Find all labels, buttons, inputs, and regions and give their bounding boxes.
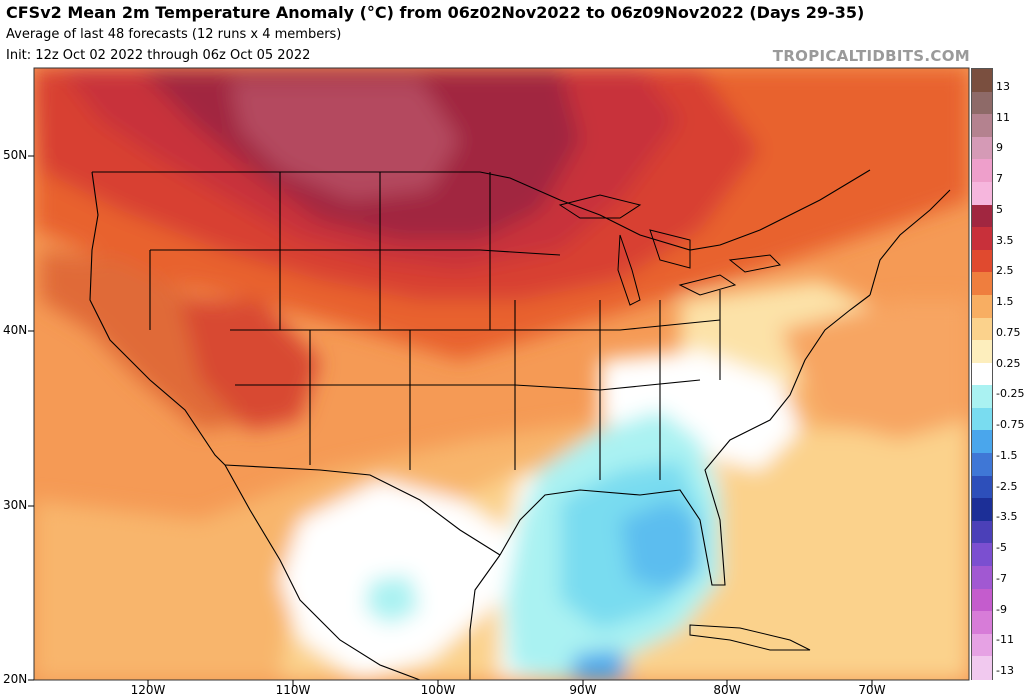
colorbar-swatch	[972, 430, 992, 454]
latitude-label: 30N	[3, 498, 28, 512]
colorbar-swatch	[972, 159, 992, 183]
colorbar-swatch	[972, 543, 992, 567]
colorbar-tick-label: -2.5	[996, 479, 1018, 493]
colorbar-tick-label: -0.75	[996, 418, 1024, 432]
colorbar-swatch	[972, 249, 992, 273]
colorbar-swatch	[972, 136, 992, 160]
map-title: CFSv2 Mean 2m Temperature Anomaly (°C) f…	[6, 3, 865, 22]
colorbar-swatch	[972, 520, 992, 545]
colorbar-swatch	[972, 69, 992, 93]
latitude-label: 50N	[3, 148, 28, 162]
colorbar-tick-label: 0.25	[996, 356, 1021, 370]
colorbar-tick-label: 7	[996, 172, 1003, 186]
colorbar-swatch	[972, 204, 992, 228]
colorbar-swatch	[972, 385, 992, 409]
longitude-label: 120W	[130, 683, 166, 697]
site-watermark: TROPICALTIDBITS.COM	[772, 47, 970, 65]
longitude-label: 70W	[858, 683, 886, 697]
colorbar-tick-label: -9	[996, 602, 1007, 616]
longitude-label: 100W	[420, 683, 456, 697]
longitude-label: 80W	[713, 683, 741, 697]
colorbar-swatch	[972, 498, 992, 522]
longitude-label: 110W	[275, 683, 311, 697]
colorbar-tick-label: 5	[996, 202, 1003, 216]
colorbar-tick-label: 13	[996, 80, 1010, 93]
colorbar-swatch	[972, 633, 992, 657]
colorbar-tick-label: -1.5	[996, 448, 1018, 462]
colorbar-tick-label: 1.5	[996, 295, 1014, 309]
colorbar-swatch	[972, 656, 992, 680]
colorbar-tick-label: 9	[996, 141, 1003, 155]
colorbar-swatch	[972, 272, 992, 296]
colorbar-swatch	[972, 566, 992, 590]
colorbar-tick-label: -7	[996, 571, 1007, 585]
colorbar-tick-label: -13	[996, 664, 1014, 677]
colorbar-tick-label: 3.5	[996, 233, 1014, 247]
colorbar-swatch	[972, 227, 992, 251]
colorbar-tick-label: -3.5	[996, 510, 1018, 524]
colorbar-tick-label: -0.25	[996, 387, 1024, 401]
colorbar-swatch	[972, 407, 992, 432]
colorbar-swatch	[972, 91, 992, 115]
forecast-average-subtitle: Average of last 48 forecasts (12 runs x …	[6, 27, 342, 42]
colorbar-swatch	[972, 317, 992, 341]
init-time-subtitle: Init: 12z Oct 02 2022 through 06z Oct 05…	[6, 48, 311, 63]
colorbar-swatch	[972, 453, 992, 477]
colorbar-tick-label: 2.5	[996, 264, 1014, 278]
colorbar-swatch	[972, 611, 992, 635]
colorbar-tick-label: 11	[996, 110, 1010, 124]
colorbar-swatch	[972, 362, 992, 386]
colorbar-tick-label: 0.75	[996, 325, 1021, 339]
colorbar-swatch	[972, 181, 992, 206]
longitude-label: 90W	[569, 683, 597, 697]
colorbar-swatch	[972, 475, 992, 499]
colorbar-swatch	[972, 114, 992, 138]
colorbar-tick-label: -11	[996, 633, 1014, 647]
colorbar-swatch	[972, 340, 992, 364]
colorbar-swatch	[972, 294, 992, 319]
colorbar-swatch	[972, 588, 992, 612]
latitude-label: 40N	[3, 323, 28, 337]
latitude-label: 20N	[3, 672, 28, 686]
colorbar-legend	[971, 68, 993, 680]
colorbar-tick-label: -5	[996, 541, 1007, 555]
